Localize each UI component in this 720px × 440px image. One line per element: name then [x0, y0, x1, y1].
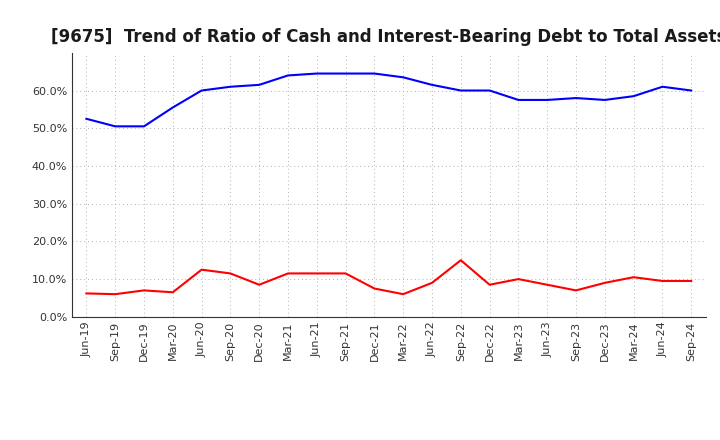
Interest-Bearing Debt — [284, 73, 292, 78]
Cash — [514, 276, 523, 282]
Title: [9675]  Trend of Ratio of Cash and Interest-Bearing Debt to Total Assets: [9675] Trend of Ratio of Cash and Intere… — [51, 28, 720, 46]
Cash — [82, 291, 91, 296]
Interest-Bearing Debt — [168, 105, 177, 110]
Cash — [312, 271, 321, 276]
Interest-Bearing Debt — [687, 88, 696, 93]
Interest-Bearing Debt — [543, 97, 552, 103]
Cash — [197, 267, 206, 272]
Cash — [687, 279, 696, 284]
Cash — [111, 292, 120, 297]
Cash — [168, 290, 177, 295]
Interest-Bearing Debt — [514, 97, 523, 103]
Line: Cash: Cash — [86, 260, 691, 294]
Interest-Bearing Debt — [111, 124, 120, 129]
Interest-Bearing Debt — [312, 71, 321, 76]
Cash — [543, 282, 552, 287]
Cash — [140, 288, 148, 293]
Interest-Bearing Debt — [226, 84, 235, 89]
Cash — [600, 280, 609, 286]
Interest-Bearing Debt — [82, 116, 91, 121]
Cash — [428, 280, 436, 286]
Interest-Bearing Debt — [140, 124, 148, 129]
Interest-Bearing Debt — [572, 95, 580, 101]
Interest-Bearing Debt — [399, 75, 408, 80]
Cash — [284, 271, 292, 276]
Cash — [226, 271, 235, 276]
Interest-Bearing Debt — [428, 82, 436, 88]
Cash — [370, 286, 379, 291]
Cash — [629, 275, 638, 280]
Line: Interest-Bearing Debt: Interest-Bearing Debt — [86, 73, 691, 126]
Cash — [399, 292, 408, 297]
Cash — [341, 271, 350, 276]
Interest-Bearing Debt — [658, 84, 667, 89]
Interest-Bearing Debt — [341, 71, 350, 76]
Interest-Bearing Debt — [629, 94, 638, 99]
Cash — [456, 257, 465, 263]
Interest-Bearing Debt — [370, 71, 379, 76]
Interest-Bearing Debt — [456, 88, 465, 93]
Interest-Bearing Debt — [485, 88, 494, 93]
Cash — [572, 288, 580, 293]
Interest-Bearing Debt — [197, 88, 206, 93]
Cash — [255, 282, 264, 287]
Interest-Bearing Debt — [600, 97, 609, 103]
Cash — [658, 279, 667, 284]
Interest-Bearing Debt — [255, 82, 264, 88]
Cash — [485, 282, 494, 287]
